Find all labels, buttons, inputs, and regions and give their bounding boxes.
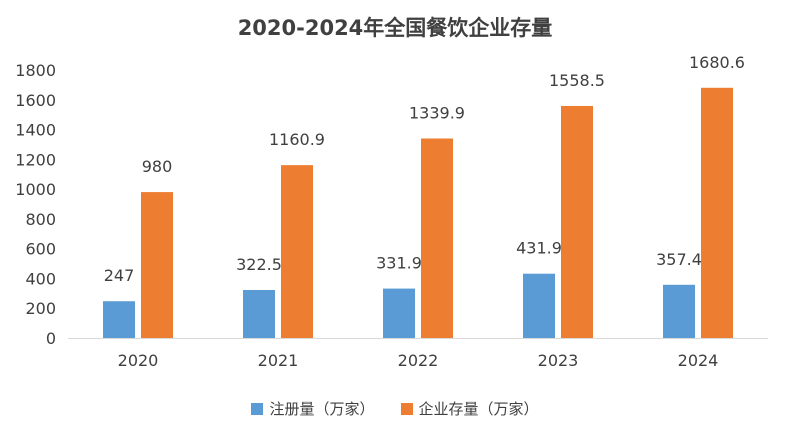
legend-item-stock[interactable]: 企业存量（万家） [400,398,539,419]
data-label-stock-2022: 1339.9 [409,104,465,123]
y-tick-label-800: 800 [25,210,56,229]
y-tick-label-600: 600 [25,240,56,259]
data-label-registrations-2024: 357.4 [656,250,702,269]
y-tick-label-1600: 1600 [15,91,56,110]
bar-registrations-2023 [523,273,555,338]
bar-stock-2020 [141,192,173,338]
data-label-stock-2024: 1680.6 [689,53,745,72]
x-tick-label-2022: 2022 [398,351,439,370]
legend: 注册量（万家） 企业存量（万家） [0,398,790,419]
data-labels: 247 980 322.5 1160.9 331.9 1339.9 431.9 1558.5 3… [104,53,745,285]
legend-label-registrations: 注册量（万家） [269,400,375,418]
y-tick-label-1800: 1800 [15,61,56,80]
y-tick-label-0: 0 [46,329,56,348]
legend-label-stock: 企业存量（万家） [418,400,539,418]
y-tick-label-1200: 1200 [15,150,56,169]
bar-registrations-2020 [103,301,135,338]
bar-stock-2022 [421,138,453,338]
bars [103,87,733,338]
data-label-registrations-2021: 322.5 [236,255,282,274]
legend-swatch-stock [400,402,413,415]
data-label-registrations-2023: 431.9 [516,239,562,258]
data-label-stock-2021: 1160.9 [269,130,325,149]
x-tick-label-2020: 2020 [118,351,159,370]
y-tick-label-200: 200 [25,299,56,318]
x-tick-label-2023: 2023 [538,351,579,370]
legend-item-registrations[interactable]: 注册量（万家） [251,398,375,419]
y-tick-label-400: 400 [25,269,56,288]
legend-swatch-registrations [251,402,264,415]
bar-registrations-2022 [383,288,415,338]
bar-registrations-2021 [243,289,275,338]
bar-registrations-2024 [663,284,695,338]
y-axis: 0 200 400 600 800 1000 1200 1400 1600 1800 [15,61,56,348]
y-tick-label-1000: 1000 [15,180,56,199]
chart-title: 2020-2024年全国餐饮企业存量 [237,16,553,40]
bar-stock-2021 [281,165,313,338]
bar-stock-2024 [701,87,733,338]
y-tick-label-1400: 1400 [15,121,56,140]
x-tick-label-2024: 2024 [678,351,719,370]
data-label-stock-2020: 980 [142,157,173,176]
data-label-stock-2023: 1558.5 [549,71,605,90]
data-label-registrations-2020: 247 [104,266,135,285]
x-axis: 2020 2021 2022 2023 2024 [68,338,768,370]
bar-stock-2023 [561,105,593,338]
x-tick-label-2021: 2021 [258,351,299,370]
data-label-registrations-2022: 331.9 [376,254,422,273]
